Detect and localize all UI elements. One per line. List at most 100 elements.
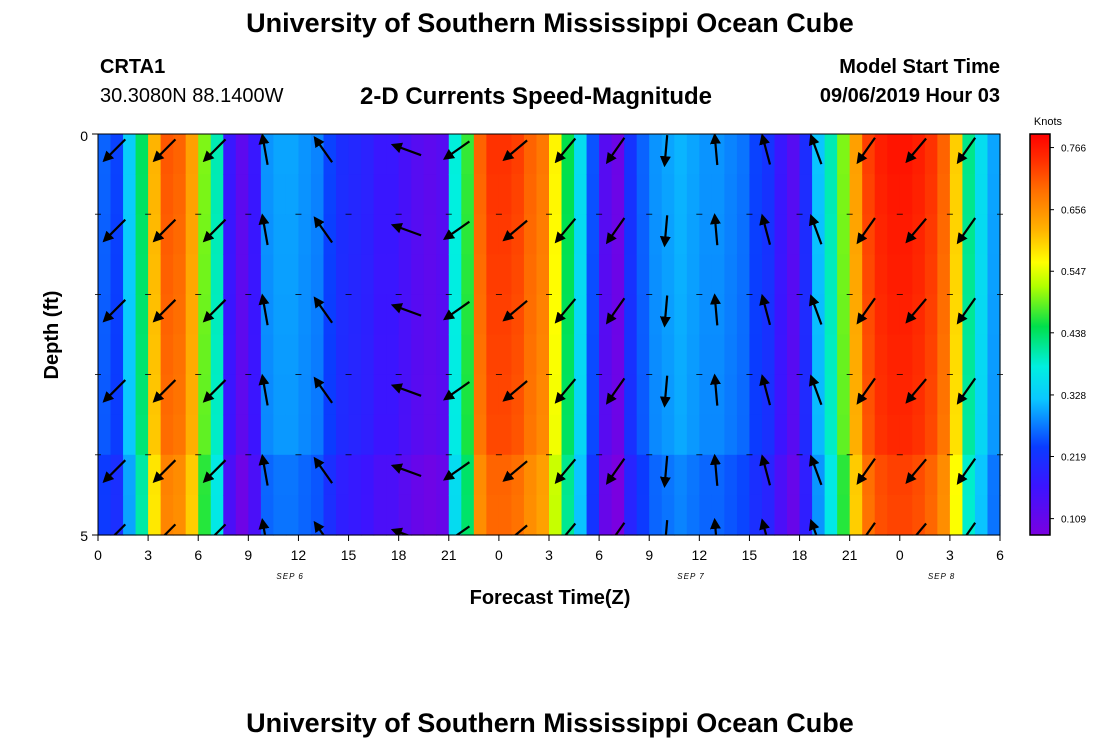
heatmap-cell [624,294,638,336]
heatmap-cell [461,214,475,255]
heatmap-cell [937,374,951,416]
heatmap-cell [486,334,500,376]
current-arrow [709,293,721,326]
heatmap-cell [699,414,713,456]
heatmap-cell [110,254,124,295]
heatmap-cell [987,214,1001,255]
footer-title: University of Southern Mississippi Ocean… [246,708,854,738]
heatmap-cell [135,174,149,215]
heatmap-cell [549,214,563,255]
heatmap-cell [248,374,262,416]
heatmap-cell [711,294,725,336]
heatmap-cell [799,174,813,215]
heatmap-cell [824,494,838,536]
heatmap-cell [937,134,951,175]
heatmap-cell [649,414,663,456]
heatmap-cell [361,174,375,215]
current-arrow [759,374,772,406]
y-tick-label: 5 [80,528,88,544]
heatmap-cell [574,294,588,336]
heatmap-cell [874,174,888,215]
heatmap-field [98,134,1001,536]
heatmap-cell [974,454,989,496]
heatmap-cell [123,334,137,376]
heatmap-cell [210,214,224,255]
current-arrow [113,523,127,535]
date-label: SEP 7 [677,572,704,581]
heatmap-cell [624,454,638,496]
heatmap-cell [586,454,600,496]
heatmap-cell [949,254,964,295]
heatmap-cell [285,174,300,215]
heatmap-cell [148,334,162,376]
heatmap-cell [173,294,187,336]
heatmap-cell [887,494,901,536]
heatmap-cell [611,494,625,536]
heatmap-cell [824,174,838,215]
current-arrow [605,217,626,245]
heatmap-cell [849,174,863,215]
heatmap-cell [298,414,312,456]
heatmap-cell [824,294,838,336]
heatmap-cell [774,134,788,175]
heatmap-cell [862,294,876,336]
heatmap-cell [398,214,412,255]
heatmap-cell [549,334,563,376]
heatmap-cell [987,374,1001,416]
current-arrow [313,376,334,404]
heatmap-cell [285,334,300,376]
heatmap-cell [110,414,124,456]
current-arrow [390,222,422,237]
heatmap-cell [937,254,951,295]
current-arrow [709,373,721,406]
heatmap-cell [549,294,563,336]
heatmap-cell [436,334,450,376]
heatmap-cell [837,454,851,496]
heatmap-cell [887,454,901,496]
heatmap-cell [699,254,713,295]
heatmap-cell [310,174,325,215]
heatmap-cell [235,374,249,416]
current-arrow [808,374,823,406]
heatmap-cell [336,134,350,175]
heatmap-cell [686,294,700,336]
heatmap-cell [812,174,826,215]
heatmap-cell [699,214,713,255]
heatmap-cell [549,414,563,456]
heatmap-cell [624,214,638,255]
heatmap-cell [160,454,174,496]
heatmap-cell [624,494,638,536]
heatmap-cell [611,374,625,416]
heatmap-cell [523,334,538,376]
heatmap-cell [273,374,287,416]
current-arrow [152,218,177,243]
current-arrow [258,373,270,406]
heatmap-cell [323,334,337,376]
heatmap-cell [235,294,249,336]
x-tick-label: 0 [495,547,503,563]
heatmap-cell [348,174,362,215]
heatmap-cell [248,134,262,175]
heatmap-cell [924,494,938,536]
heatmap-cell [536,294,550,336]
heatmap-cell [774,494,788,536]
heatmap-cell [386,374,400,416]
heatmap-cell [185,214,199,255]
heatmap-cell [824,454,838,496]
heatmap-cell [899,414,913,456]
heatmap-cell [486,254,500,295]
current-arrow [313,456,334,484]
station-code: CRTA1 [100,56,166,78]
heatmap-cell [837,254,851,295]
heatmap-cell [787,174,801,215]
heatmap-cell [611,214,625,255]
heatmap-cell [912,494,926,536]
heatmap-cell [523,374,538,416]
heatmap-cell [448,214,462,255]
current-arrow [759,293,772,326]
heatmap-cell [411,414,425,456]
heatmap-cell [473,454,487,496]
heatmap-cell [298,214,312,255]
heatmap-cell [987,334,1001,376]
heatmap-cell [949,494,964,536]
